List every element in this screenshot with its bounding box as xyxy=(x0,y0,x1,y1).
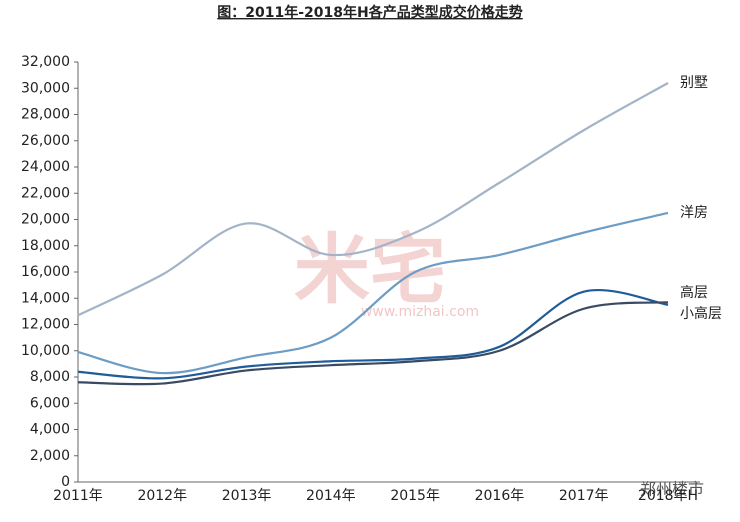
x-tick-label: 2016年 xyxy=(475,488,525,504)
y-tick-label: 32,000 xyxy=(21,54,70,70)
y-tick-label: 26,000 xyxy=(21,133,70,149)
y-tick-label: 24,000 xyxy=(21,159,70,175)
y-tick-label: 14,000 xyxy=(21,290,70,306)
series-line xyxy=(77,289,669,380)
y-tick-label: 0 xyxy=(61,474,70,490)
y-tick-label: 12,000 xyxy=(21,317,70,333)
y-tick-label: 8,000 xyxy=(30,369,70,385)
x-tick-label: 2018年H xyxy=(638,488,698,504)
y-tick-label: 18,000 xyxy=(21,238,70,254)
y-tick-label: 30,000 xyxy=(21,80,70,96)
x-tick-label: 2015年 xyxy=(390,488,440,504)
series-line xyxy=(77,82,669,317)
series-line xyxy=(77,301,669,386)
y-tick-label: 16,000 xyxy=(21,264,70,280)
y-tick-label: 2,000 xyxy=(30,448,70,464)
y-tick-label: 6,000 xyxy=(30,395,70,411)
y-tick-label: 10,000 xyxy=(21,343,70,359)
x-tick-label: 2017年 xyxy=(559,488,609,504)
x-tick-label: 2013年 xyxy=(222,488,272,504)
watermark-url: www.mizhai.com xyxy=(361,304,479,320)
series-label: 洋房 xyxy=(680,205,708,221)
y-tick-label: 22,000 xyxy=(21,185,70,201)
x-tick-label: 2014年 xyxy=(306,488,356,504)
footer: 郑州楼市 xyxy=(640,480,704,499)
series-label: 小高层 xyxy=(680,305,722,322)
chart-title: 图：2011年-2018年H各产品类型成交价格走势 xyxy=(217,4,522,21)
y-tick-label: 20,000 xyxy=(21,212,70,228)
y-tick-label: 4,000 xyxy=(30,422,70,438)
series-line xyxy=(77,211,669,375)
series-label: 别墅 xyxy=(680,75,708,91)
x-tick-label: 2011年 xyxy=(53,488,103,504)
series-label: 高层 xyxy=(680,284,708,301)
x-tick-label: 2012年 xyxy=(137,488,187,504)
y-tick-label: 28,000 xyxy=(21,107,70,123)
